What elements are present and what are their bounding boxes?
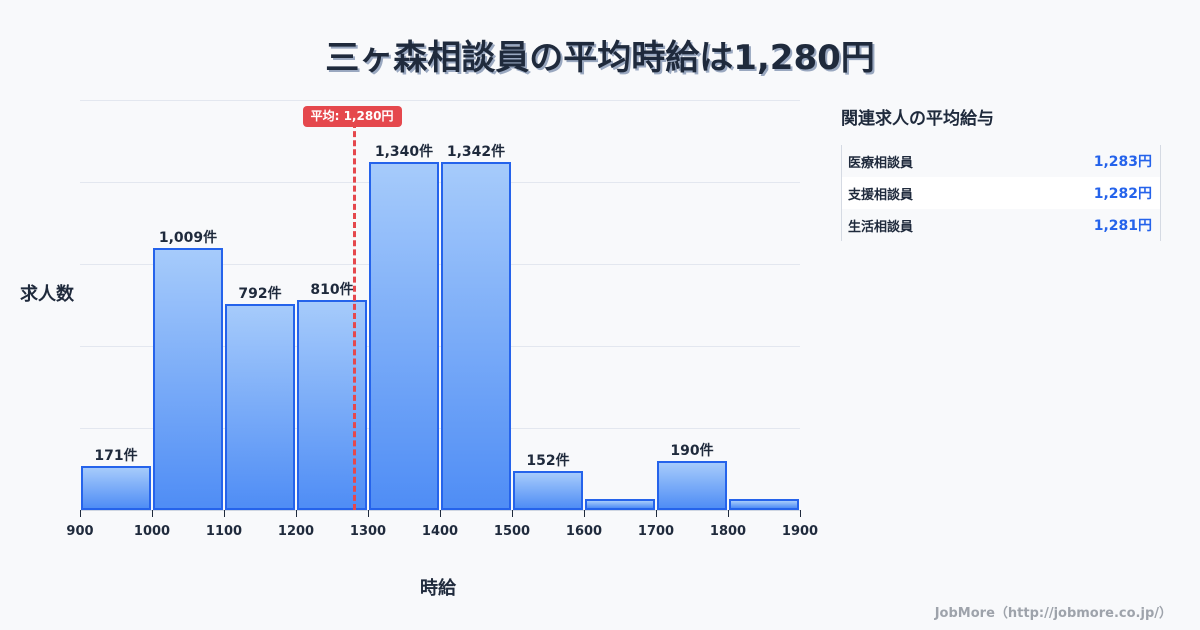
x-tick: [584, 510, 585, 517]
x-tick-label: 1500: [493, 524, 531, 539]
job-salary: 1,282円: [1093, 186, 1152, 202]
x-tick-label: 1000: [133, 524, 171, 539]
gridline: [80, 346, 800, 347]
bar-value-label: 190件: [670, 442, 714, 459]
histogram-bar: [585, 499, 655, 510]
x-tick: [296, 510, 297, 517]
histogram-bar: [441, 161, 511, 510]
x-tick: [512, 510, 513, 517]
x-tick-label: 900: [66, 524, 94, 539]
related-salary-row: 医療相談員 1,283円: [842, 145, 1160, 177]
x-tick: [440, 510, 441, 517]
bar-value-label: 810件: [310, 281, 354, 298]
x-tick-label: 1700: [637, 524, 675, 539]
histogram-bar: [729, 499, 799, 510]
histogram-bar: [657, 460, 727, 510]
page-title: 三ヶ森相談員の平均時給は1,280円: [325, 38, 875, 78]
related-salary-table: 医療相談員 1,283円 支援相談員 1,282円 生活相談員 1,281円: [841, 145, 1161, 241]
job-name: 医療相談員: [848, 155, 914, 171]
x-tick-label: 1600: [565, 524, 603, 539]
gridline: [80, 100, 800, 101]
x-tick: [728, 510, 729, 517]
histogram-bar: [297, 299, 367, 510]
footer-credit: JobMore（http://jobmore.co.jp/）: [934, 606, 1172, 621]
x-tick: [368, 510, 369, 517]
x-tick-label: 1300: [349, 524, 387, 539]
job-salary: 1,281円: [1093, 218, 1152, 234]
x-tick-label: 1200: [277, 524, 315, 539]
gridline: [80, 182, 800, 183]
mean-badge: 平均: 1,280円: [302, 106, 402, 127]
x-axis-label: 時給: [420, 578, 456, 599]
histogram-bar: [225, 304, 295, 510]
bar-value-label: 171件: [94, 447, 138, 464]
x-tick-label: 1900: [781, 524, 819, 539]
related-salary-row: 支援相談員 1,282円: [842, 177, 1160, 209]
job-name: 生活相談員: [848, 219, 914, 235]
bar-value-label: 152件: [526, 452, 570, 469]
related-salary-row: 生活相談員 1,281円: [842, 209, 1160, 241]
bar-value-label: 1,009件: [158, 230, 218, 247]
gridline: [80, 264, 800, 265]
histogram-chart: 171件 1,009件 792件 810件 1,340件 1,342件 152件 190件 9…: [66, 100, 818, 539]
related-salary-title: 関連求人の平均給与: [841, 109, 994, 129]
histogram-bar: [369, 162, 439, 510]
x-tick: [152, 510, 153, 517]
histogram-bar: [81, 465, 151, 510]
x-tick: [80, 510, 81, 517]
bar-value-label: 792件: [238, 286, 282, 303]
x-tick-label: 1100: [205, 524, 243, 539]
mean-line: [352, 122, 356, 510]
job-salary: 1,283円: [1093, 154, 1152, 170]
x-tick: [224, 510, 225, 517]
histogram-bar: [513, 470, 583, 510]
x-tick-label: 1800: [709, 524, 747, 539]
x-tick: [656, 510, 657, 517]
bar-value-label: 1,340件: [374, 144, 434, 161]
job-name: 支援相談員: [848, 187, 914, 203]
x-tick-label: 1400: [421, 524, 459, 539]
histogram-bar: [153, 248, 223, 510]
y-axis-label: 求人数: [20, 284, 74, 305]
gridline: [80, 428, 800, 429]
x-tick: [800, 510, 801, 517]
bar-value-label: 1,342件: [446, 143, 506, 160]
